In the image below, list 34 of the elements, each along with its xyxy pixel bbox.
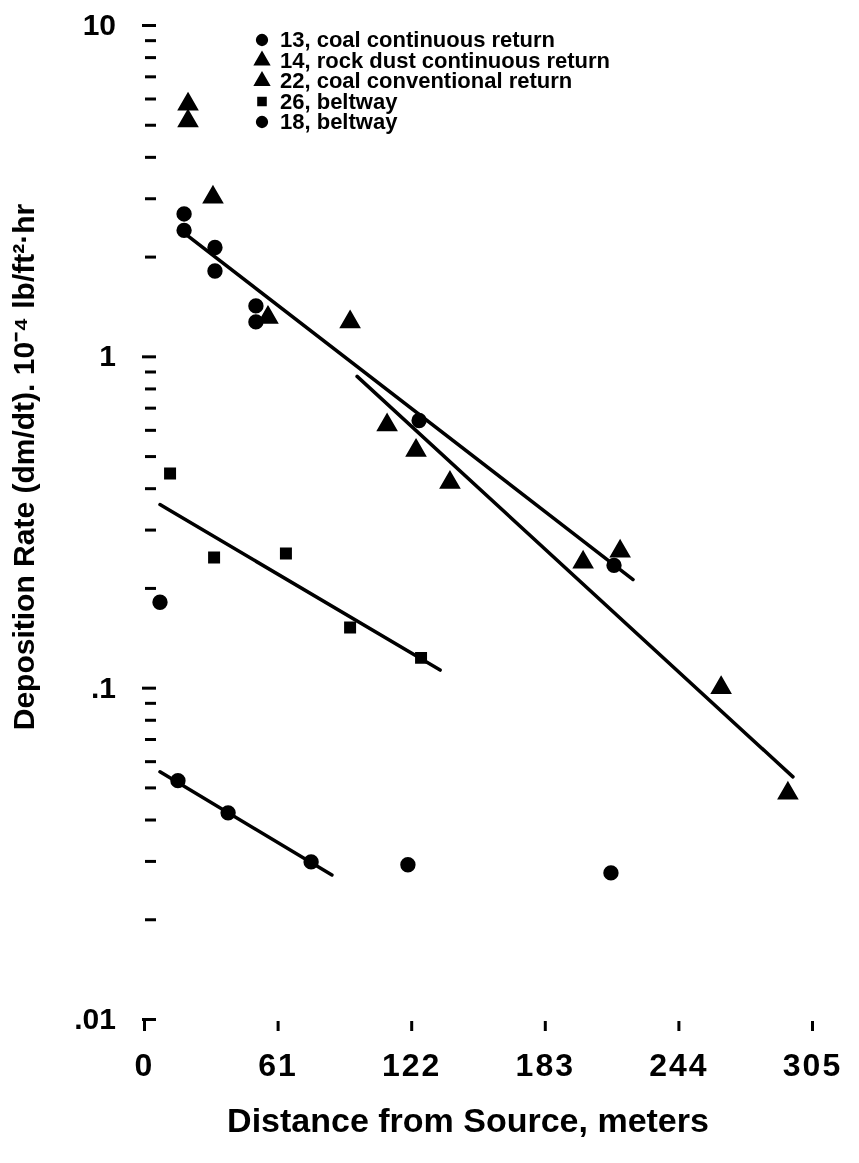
legend-label: 13, coal continuous return	[280, 27, 556, 52]
x-tick-label: 183	[515, 1046, 575, 1083]
y-axis-title: Deposition Rate (dm/dt). 10⁻⁴ lb/ft²·hr	[7, 203, 40, 731]
x-tick-label: 122	[382, 1046, 442, 1083]
point	[377, 413, 398, 432]
point	[152, 594, 168, 610]
x-tick-label: 305	[782, 1046, 843, 1083]
point	[258, 306, 278, 324]
point	[248, 298, 264, 314]
x-axis-title: Distance from Source, meters	[227, 1101, 709, 1139]
point	[208, 551, 221, 564]
point	[610, 540, 631, 558]
point	[344, 621, 357, 634]
x-tick-label: 244	[649, 1046, 709, 1083]
y-tick-label: .1	[90, 670, 116, 704]
x-tick-label: 0	[134, 1046, 155, 1083]
point	[207, 263, 223, 279]
y-tick-label: .01	[74, 1002, 116, 1036]
y-tick-label: 1	[99, 339, 116, 373]
point	[207, 239, 223, 256]
point	[573, 551, 594, 569]
point	[340, 310, 361, 329]
x-tick-label: 61	[258, 1046, 298, 1083]
point	[178, 109, 198, 128]
point	[440, 471, 460, 489]
y-tick-label: 10	[82, 8, 116, 42]
point	[279, 547, 292, 560]
point	[176, 206, 192, 222]
point	[603, 865, 619, 881]
point	[400, 857, 416, 873]
point	[406, 439, 426, 457]
point	[178, 92, 198, 111]
point	[164, 467, 177, 480]
point	[203, 186, 223, 204]
